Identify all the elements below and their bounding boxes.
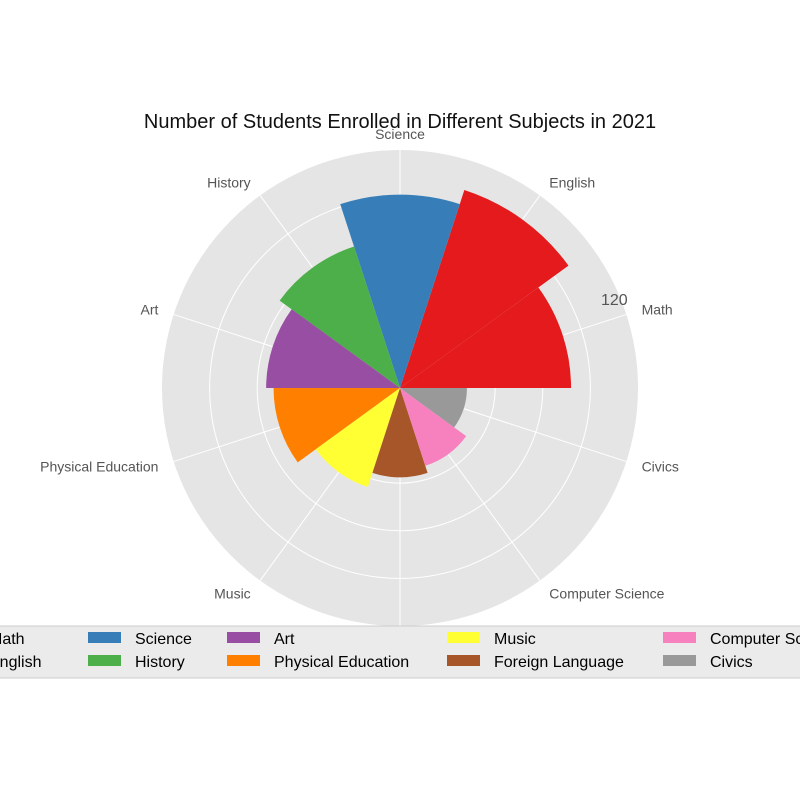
chart-title: Number of Students Enrolled in Different… [144, 111, 656, 133]
category-label: Math [642, 302, 673, 318]
legend-swatch [227, 655, 260, 666]
bar-math [400, 287, 572, 388]
category-label: Computer Science [549, 585, 664, 601]
legend-entry: Computer Science [710, 631, 800, 648]
category-label: English [549, 175, 595, 191]
legend-swatch [447, 655, 480, 666]
legend-swatch [447, 632, 480, 643]
legend-entry: Science [135, 631, 192, 648]
bar-foreign-language [372, 388, 428, 478]
category-label: Art [141, 302, 159, 318]
legend-swatch [88, 632, 121, 643]
legend-swatch [663, 655, 696, 666]
bar-science [340, 194, 460, 388]
bar-physical-education [273, 388, 400, 463]
legend-entry: Foreign Language [494, 654, 624, 671]
bar-computer-science [400, 388, 467, 466]
category-label: Physical Education [40, 458, 158, 474]
radial-tick-label: 120 [601, 292, 628, 309]
category-label: Civics [642, 458, 679, 474]
bar-history [279, 246, 400, 388]
bar-music [315, 388, 400, 488]
legend-entry: Music [494, 631, 536, 648]
category-label: Music [214, 585, 251, 601]
legend-entry: Physical Education [274, 654, 409, 671]
category-label: History [207, 175, 251, 191]
polar-plot-area: Math English Science History Art Physical Edu… [40, 126, 679, 650]
legend-swatch [88, 655, 121, 666]
legend-entry: Civics [710, 654, 753, 671]
legend: Math English Science History Art Physical Edu… [0, 625, 800, 679]
legend-entry: Math [0, 631, 25, 648]
bar-english [400, 189, 569, 388]
legend-entry: English [0, 654, 41, 671]
legend-entry: Art [274, 631, 295, 648]
legend-swatch [663, 632, 696, 643]
category-label: Science [375, 126, 425, 142]
bar-art [266, 309, 400, 388]
legend-swatch [227, 632, 260, 643]
bar-civics [400, 388, 467, 428]
legend-entry: History [135, 654, 185, 671]
